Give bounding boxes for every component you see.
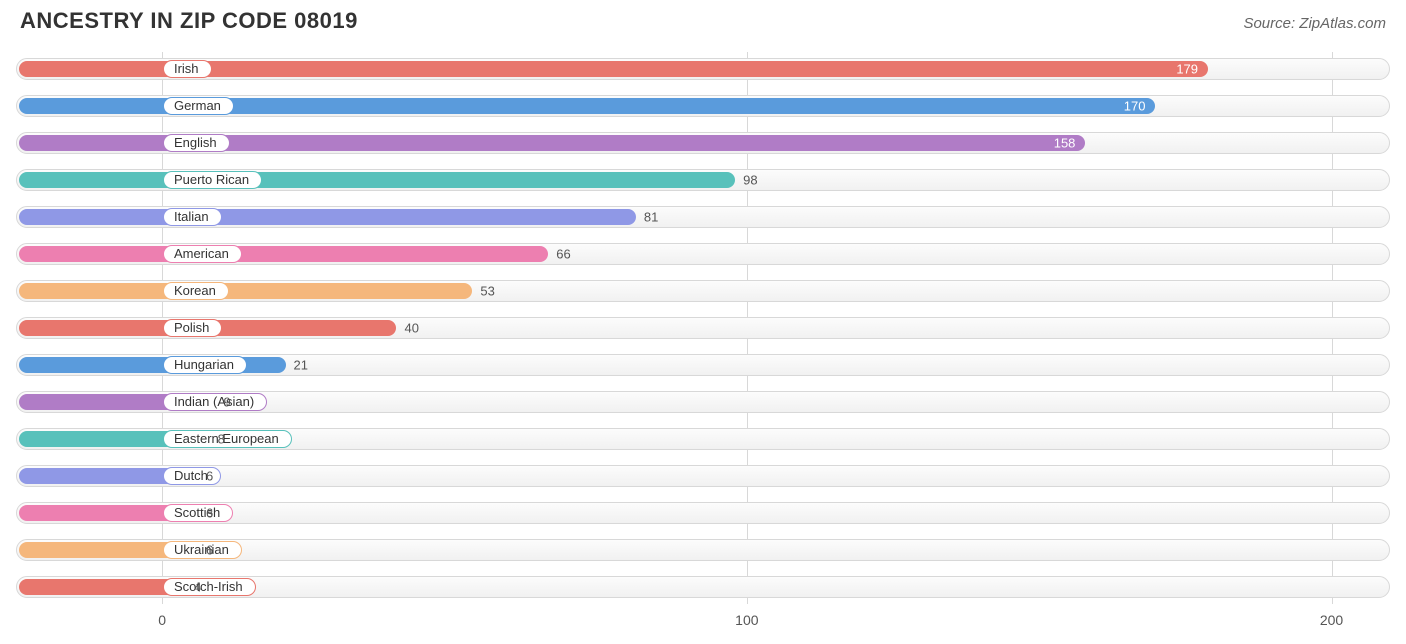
category-pill: Irish <box>163 60 212 78</box>
value-label: 6 <box>206 543 213 558</box>
value-label: 40 <box>404 321 418 336</box>
category-pill: Italian <box>163 208 222 226</box>
category-pill: English <box>163 134 230 152</box>
bar-row: Scotch-Irish4 <box>16 570 1390 604</box>
bar-row: Ukrainian6 <box>16 533 1390 567</box>
value-label: 53 <box>480 284 494 299</box>
value-label: 158 <box>1054 136 1076 151</box>
bar-row: Dutch6 <box>16 459 1390 493</box>
category-pill: Puerto Rican <box>163 171 262 189</box>
bar-track: American 66 <box>16 243 1390 265</box>
category-pill: Polish <box>163 319 222 337</box>
bar-row: German 170 <box>16 89 1390 123</box>
bar-track: Puerto Rican 98 <box>16 169 1390 191</box>
category-pill: German <box>163 97 234 115</box>
bar-row: American 66 <box>16 237 1390 271</box>
value-label: 8 <box>218 432 225 447</box>
bar-track: Scottish6 <box>16 502 1390 524</box>
value-label: 66 <box>556 247 570 262</box>
bar-row: Irish 179 <box>16 52 1390 86</box>
bar-track: Dutch6 <box>16 465 1390 487</box>
value-label: 4 <box>194 580 201 595</box>
category-pill: Indian (Asian) <box>163 393 267 411</box>
category-pill: Hungarian <box>163 356 247 374</box>
axis-tick: 100 <box>735 612 758 628</box>
bar-row: Puerto Rican 98 <box>16 163 1390 197</box>
chart-title: ANCESTRY IN ZIP CODE 08019 <box>20 8 358 34</box>
value-label: 21 <box>294 358 308 373</box>
bar-row: Indian (Asian)9 <box>16 385 1390 419</box>
bar-row: Scottish6 <box>16 496 1390 530</box>
category-pill: Scotch-Irish <box>163 578 256 596</box>
x-axis: 0 100 200 <box>16 608 1390 638</box>
category-pill: Scottish <box>163 504 233 522</box>
bar-row: Korean 53 <box>16 274 1390 308</box>
bar-fill <box>19 283 472 299</box>
bar-track: Korean 53 <box>16 280 1390 302</box>
axis-tick: 0 <box>158 612 166 628</box>
bar-track: German 170 <box>16 95 1390 117</box>
value-label: 98 <box>743 173 757 188</box>
bar-track: Irish 179 <box>16 58 1390 80</box>
bar-fill <box>19 172 735 188</box>
header: ANCESTRY IN ZIP CODE 08019 Source: ZipAt… <box>16 8 1390 34</box>
bar-track: Scotch-Irish4 <box>16 576 1390 598</box>
bar-track: Indian (Asian)9 <box>16 391 1390 413</box>
category-pill: Ukrainian <box>163 541 242 559</box>
bar-row: English 158 <box>16 126 1390 160</box>
bar-row: Polish 40 <box>16 311 1390 345</box>
bar-track: Ukrainian6 <box>16 539 1390 561</box>
category-pill: Korean <box>163 282 229 300</box>
source-attribution: Source: ZipAtlas.com <box>1243 15 1386 32</box>
chart-area: Irish 179 German 170 English 158 Puerto Rican 9… <box>16 52 1390 638</box>
bar-plot: Irish 179 German 170 English 158 Puerto Rican 9… <box>16 52 1390 604</box>
bar-row: Eastern European8 <box>16 422 1390 456</box>
chart-container: ANCESTRY IN ZIP CODE 08019 Source: ZipAt… <box>0 0 1406 644</box>
value-label: 6 <box>206 506 213 521</box>
value-label: 81 <box>644 210 658 225</box>
category-pill: Eastern European <box>163 430 292 448</box>
bar-fill <box>19 209 636 225</box>
bar-track: Italian 81 <box>16 206 1390 228</box>
bar-track: Hungarian 21 <box>16 354 1390 376</box>
bar-fill <box>19 579 186 595</box>
axis-tick: 200 <box>1320 612 1343 628</box>
bar-track: Polish 40 <box>16 317 1390 339</box>
bar-row: Hungarian 21 <box>16 348 1390 382</box>
value-label: 9 <box>224 395 231 410</box>
category-pill: American <box>163 245 242 263</box>
bar-track: Eastern European8 <box>16 428 1390 450</box>
value-label: 179 <box>1176 62 1198 77</box>
value-label: 170 <box>1124 99 1146 114</box>
bar-track: English 158 <box>16 132 1390 154</box>
bar-fill <box>19 246 548 262</box>
bar-row: Italian 81 <box>16 200 1390 234</box>
value-label: 6 <box>206 469 213 484</box>
